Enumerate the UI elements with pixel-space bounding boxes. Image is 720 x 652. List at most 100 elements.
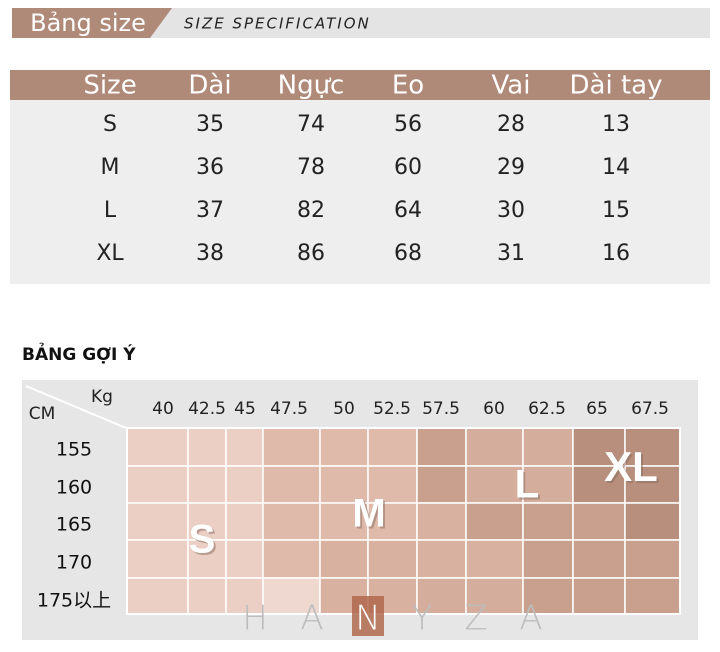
- grid-cell: [126, 427, 189, 467]
- grid-cell: [319, 427, 369, 467]
- column-header: Dài: [188, 71, 231, 101]
- grid-cell: [187, 465, 227, 504]
- header-tab: [12, 8, 172, 38]
- size-marker: XL: [604, 443, 658, 490]
- column-header: Eo: [392, 71, 424, 101]
- grid-cell: [225, 465, 264, 504]
- table-cell: 16: [602, 241, 630, 266]
- weight-value: 65: [586, 399, 608, 419]
- grid-cell: [367, 502, 418, 541]
- grid-cell: [416, 465, 467, 504]
- table-cell: 60: [394, 155, 422, 180]
- watermark-letter: A: [300, 599, 323, 639]
- grid-cell: [225, 539, 264, 579]
- grid-cell: [126, 502, 189, 541]
- weight-value: 60: [483, 399, 505, 419]
- size-marker: S: [189, 518, 216, 562]
- table-cell: 30: [497, 198, 525, 223]
- height-value: 155: [56, 439, 92, 461]
- weight-value: 47.5: [270, 399, 308, 419]
- watermark-box: [352, 596, 384, 636]
- size-table-bg: [10, 70, 710, 284]
- weight-value: 45: [234, 399, 256, 419]
- table-cell: L: [104, 198, 117, 223]
- grid-cell: [262, 427, 321, 467]
- table-cell: 64: [394, 198, 422, 223]
- weight-value: 50: [333, 399, 355, 419]
- suggestion-grid: 40 42.5 45 47.5 50 52.5 57.5 60 62.5 65 67.5 155 160…: [37, 399, 681, 639]
- size-table-header: [10, 70, 710, 100]
- height-value: 165: [56, 514, 92, 536]
- grid-cell: [262, 465, 321, 504]
- grid-cell: [465, 427, 524, 467]
- table-cell: M: [101, 155, 120, 180]
- table-cell: 14: [602, 155, 630, 180]
- grid-cell: [319, 539, 369, 579]
- grid-cell: [416, 427, 467, 467]
- table-cell: 74: [297, 112, 325, 137]
- table-cell: 56: [394, 112, 422, 137]
- header-title: Bảng size: [30, 9, 146, 37]
- watermark-letter: Y: [412, 599, 433, 639]
- table-cell: 38: [196, 241, 224, 266]
- table-cell: 36: [196, 155, 224, 180]
- grid-cell: [416, 502, 467, 541]
- table-cell: XL: [96, 241, 124, 266]
- table-cell: 28: [497, 112, 525, 137]
- grid-cell: [572, 539, 626, 579]
- size-marker-shadow: XL: [606, 445, 660, 492]
- table-cell: 68: [394, 241, 422, 266]
- diagonal: [25, 385, 127, 429]
- grid-cell: [126, 577, 189, 615]
- table-cell: 86: [297, 241, 325, 266]
- size-table: Size Dài Ngực Eo Vai Dài tay S 35 74 56 28 13 M 36 78 6…: [83, 71, 662, 267]
- grid-cell: [187, 577, 227, 615]
- watermark-letter: Z: [464, 599, 487, 639]
- height-value: 160: [56, 477, 92, 499]
- grid-cell: [262, 577, 321, 615]
- grid-cell: [572, 577, 626, 615]
- watermark-letter: H: [242, 599, 268, 639]
- weight-value: 42.5: [188, 399, 226, 419]
- grid-cell: [416, 539, 467, 579]
- grid-cell: [262, 502, 321, 541]
- table-cell: 15: [602, 198, 630, 223]
- grid-cell: [187, 502, 227, 541]
- grid-cell: [465, 539, 524, 579]
- grid-cell: [465, 502, 524, 541]
- grid-cell: [367, 539, 418, 579]
- size-marker-shadow: S: [191, 520, 218, 564]
- grid-cell: [624, 539, 681, 579]
- column-header: Size: [83, 71, 136, 101]
- watermark-letter: N: [355, 599, 380, 639]
- size-marker-shadow: M: [354, 494, 387, 538]
- height-value: 170: [56, 552, 92, 574]
- grid-cell: [319, 465, 369, 504]
- grid-cell: [522, 465, 574, 504]
- column-header: Vai: [492, 71, 531, 101]
- watermark-letter: A: [519, 599, 542, 639]
- grid-border: [126, 427, 681, 615]
- table-cell: 82: [297, 198, 325, 223]
- table-cell: 31: [497, 241, 525, 266]
- weight-value: 62.5: [528, 399, 566, 419]
- grid-cell: [225, 427, 264, 467]
- grid-cell: [572, 465, 626, 504]
- table-cell: 37: [196, 198, 224, 223]
- grid-cell: [522, 539, 574, 579]
- grid-cell: [522, 427, 574, 467]
- grid-cell: [225, 577, 264, 615]
- weight-value: 67.5: [631, 399, 669, 419]
- column-header: Dài tay: [570, 71, 663, 101]
- size-marker: M: [352, 492, 385, 536]
- grid-cell: [262, 539, 321, 579]
- height-value: 175以上: [37, 590, 111, 612]
- grid-cell: [225, 502, 264, 541]
- weight-value: 57.5: [422, 399, 460, 419]
- size-marker-shadow: L: [517, 465, 541, 509]
- table-cell: 29: [497, 155, 525, 180]
- grid-cell: [126, 465, 189, 504]
- size-marker: L: [515, 463, 539, 507]
